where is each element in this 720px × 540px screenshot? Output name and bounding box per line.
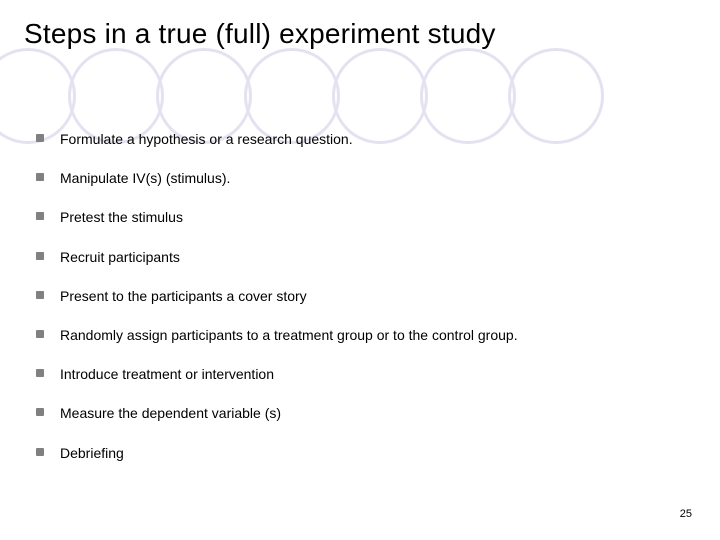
bullet-icon xyxy=(36,408,44,416)
bullet-icon xyxy=(36,173,44,181)
list-item: Formulate a hypothesis or a research que… xyxy=(36,130,720,148)
list-item-text: Debriefing xyxy=(60,444,124,462)
list-item-text: Introduce treatment or intervention xyxy=(60,365,274,383)
list-item: Randomly assign participants to a treatm… xyxy=(36,326,720,344)
bullet-icon xyxy=(36,291,44,299)
list-item: Debriefing xyxy=(36,444,720,462)
list-item-text: Present to the participants a cover stor… xyxy=(60,287,307,305)
bullet-icon xyxy=(36,369,44,377)
bullet-icon xyxy=(36,212,44,220)
list-item: Recruit participants xyxy=(36,248,720,266)
bullet-icon xyxy=(36,448,44,456)
list-item-text: Randomly assign participants to a treatm… xyxy=(60,326,518,344)
list-item-text: Measure the dependent variable (s) xyxy=(60,404,281,422)
slide-title: Steps in a true (full) experiment study xyxy=(0,0,720,50)
list-item: Manipulate IV(s) (stimulus). xyxy=(36,169,720,187)
page-number: 25 xyxy=(680,508,692,520)
bullet-icon xyxy=(36,134,44,142)
bullet-icon xyxy=(36,330,44,338)
list-item-text: Formulate a hypothesis or a research que… xyxy=(60,130,353,148)
list-item: Pretest the stimulus xyxy=(36,208,720,226)
list-item-text: Recruit participants xyxy=(60,248,180,266)
bullet-icon xyxy=(36,252,44,260)
list-item-text: Manipulate IV(s) (stimulus). xyxy=(60,169,230,187)
list-item: Introduce treatment or intervention xyxy=(36,365,720,383)
list-item: Present to the participants a cover stor… xyxy=(36,287,720,305)
list-item-text: Pretest the stimulus xyxy=(60,208,183,226)
bullet-list: Formulate a hypothesis or a research que… xyxy=(0,130,720,462)
list-item: Measure the dependent variable (s) xyxy=(36,404,720,422)
